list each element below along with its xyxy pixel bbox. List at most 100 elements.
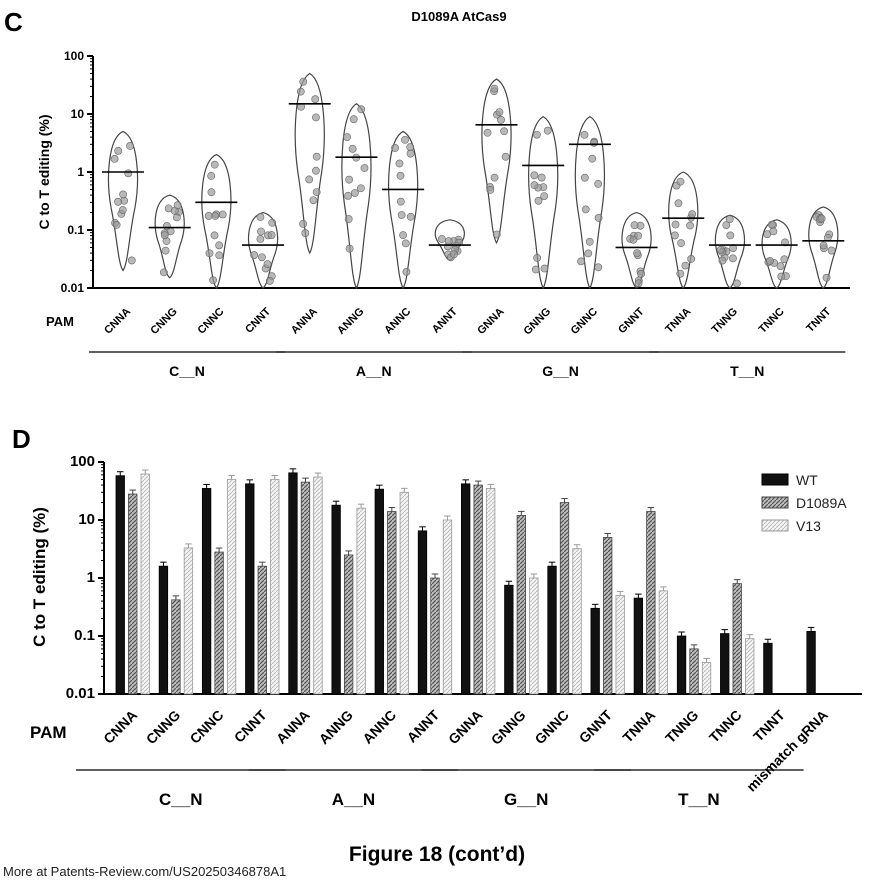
data-point [486, 185, 495, 194]
group-label: C__N [159, 790, 202, 809]
x-tick-label-anna: ANNA [289, 306, 320, 337]
violin-gnnt [621, 211, 652, 289]
data-point [126, 142, 134, 150]
panel-c-y-tick-label: 10 [71, 107, 85, 121]
panel-d-y-tick-label: 0.1 [74, 627, 95, 644]
data-point [577, 257, 585, 266]
bar-wt-annt [417, 530, 428, 695]
data-point [357, 184, 365, 193]
bar-v13-cnnt [270, 479, 280, 695]
x-tick-label-cnna: CNNA [102, 306, 133, 337]
data-point [540, 192, 549, 200]
panel-d-legend: WT D1089A V13 [761, 472, 847, 534]
data-point [676, 269, 685, 278]
data-point [401, 136, 409, 144]
bar-v13-tnna [658, 590, 669, 695]
bar-v13-annc [399, 491, 409, 695]
x-tick-label-cnnt: CNNT [231, 706, 270, 745]
data-point [119, 190, 128, 199]
data-point [780, 255, 789, 264]
data-point [312, 113, 320, 122]
data-point [348, 144, 357, 153]
panel-c-y-tick-label: 0.01 [61, 281, 85, 295]
data-point [776, 262, 785, 271]
data-point [827, 246, 836, 255]
legend-label-v13: V13 [796, 518, 821, 534]
data-point [406, 212, 415, 221]
data-point [584, 249, 593, 258]
panel-d-y-axis-label: C to T editing (%) [30, 507, 49, 647]
x-tick-label-tnnt: TNNT [750, 706, 788, 744]
source-footer: More at Patents-Review.com/US20250346878… [3, 864, 287, 879]
panel-c-title: D1089A AtCas9 [411, 9, 506, 24]
data-point [585, 237, 594, 246]
data-point [531, 265, 540, 274]
data-point [172, 213, 181, 222]
data-point [215, 241, 224, 250]
group-label: T__N [730, 363, 764, 379]
data-point [677, 239, 685, 248]
data-point [118, 206, 127, 214]
data-point [256, 235, 265, 243]
x-tick-label-annt: ANNT [430, 305, 460, 335]
violin-tnnt [808, 206, 839, 289]
data-point [543, 126, 552, 135]
x-tick-label-cnnc: CNNC [187, 707, 227, 747]
bar-v13-anng [356, 507, 366, 695]
data-point [483, 128, 492, 137]
bar-v13-cnnc [226, 479, 237, 695]
bar-wt-cnna [115, 475, 125, 695]
bar-v13-gnna [486, 488, 496, 695]
bar-v13-cnng [183, 547, 194, 695]
data-point [726, 231, 735, 240]
bar-v13-annt [442, 519, 453, 695]
data-point [396, 171, 405, 180]
bar-wt-tnna [633, 597, 644, 695]
bar-d1089a-anng [343, 554, 354, 695]
bar-wt-tnnc [720, 633, 730, 695]
x-tick-label-annt: ANNT [404, 706, 443, 745]
x-tick-label-gnng: GNNG [488, 707, 529, 748]
data-point [312, 152, 321, 161]
data-point [256, 213, 265, 221]
x-tick-label-anng: ANNG [316, 707, 357, 748]
legend-label-d1089a: D1089A [796, 495, 847, 511]
panel-c-y-axis-label: C to T editing (%) [36, 114, 52, 229]
violin-tnna [668, 171, 699, 289]
data-point [299, 77, 308, 86]
data-point [532, 130, 541, 139]
data-point [399, 231, 408, 240]
panel-c-y-tick-label: 0.1 [67, 223, 84, 237]
x-tick-label-cnna: CNNA [100, 707, 140, 747]
data-point [437, 235, 446, 243]
bar-d1089a-cnna [128, 493, 138, 695]
data-point [124, 169, 133, 178]
data-point [822, 273, 831, 282]
data-point [674, 199, 683, 208]
data-point [718, 256, 727, 265]
panel-d-bars [115, 468, 816, 695]
data-point [395, 159, 404, 168]
bar-v13-anna [313, 476, 323, 695]
panel-c-violins [102, 72, 845, 290]
x-tick-label-gnna: GNNA [445, 707, 485, 747]
data-point [207, 171, 216, 180]
data-point [309, 196, 318, 205]
data-point [497, 115, 505, 124]
bar-wt-gnna [461, 483, 471, 695]
x-tick-label-annc: ANNC [382, 306, 413, 337]
x-tick-label-gnnt: GNNT [616, 305, 647, 336]
data-point [210, 160, 219, 169]
data-point [681, 261, 690, 270]
data-point [501, 152, 510, 161]
legend-swatch-v13 [761, 519, 789, 532]
violin-annc [388, 130, 419, 290]
data-point [265, 277, 274, 285]
bar-v13-gnnt [615, 595, 625, 695]
data-point [402, 268, 411, 276]
data-point [204, 212, 213, 220]
data-point [207, 188, 216, 197]
panel-c-group-labels: C__N A__N G__N T__N [89, 351, 846, 379]
violin-tnng [714, 214, 745, 289]
